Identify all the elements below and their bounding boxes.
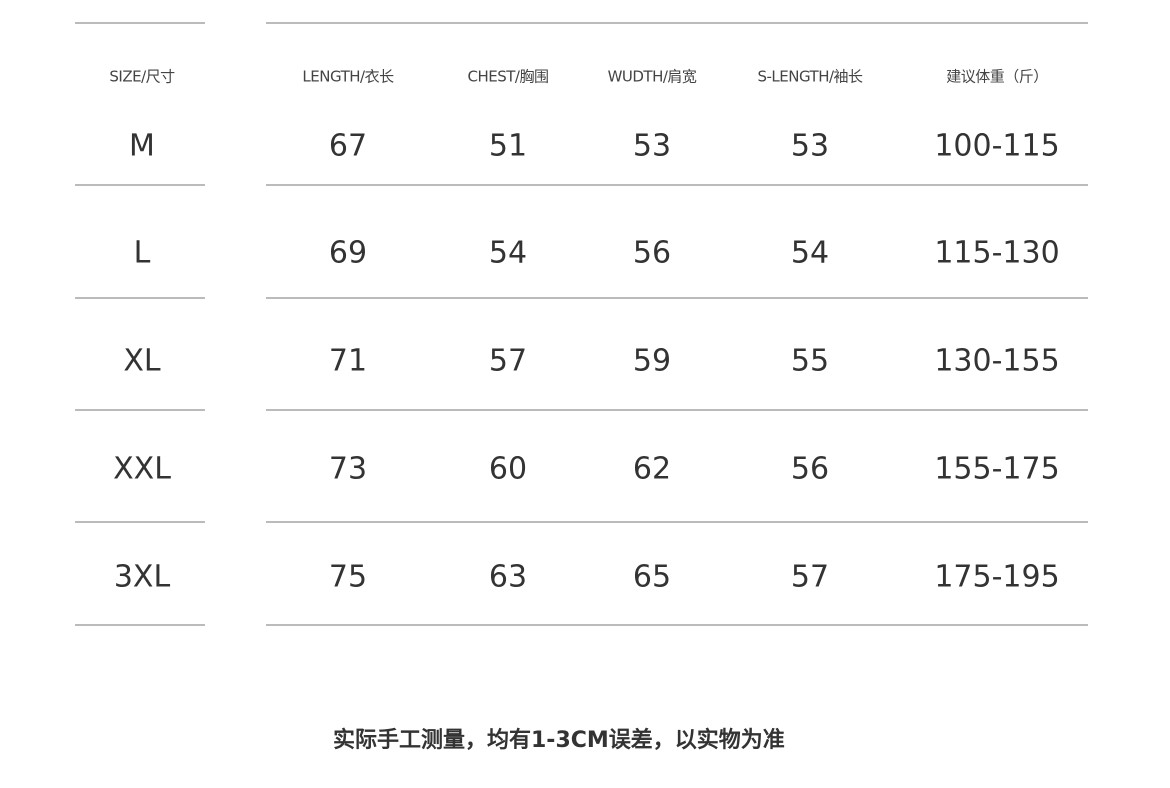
table-cell: 51 (488, 128, 528, 164)
table-cell: 175-195 (934, 559, 1060, 595)
table-cell: 62 (632, 451, 672, 487)
row-divider (75, 184, 205, 186)
table-cell: 67 (328, 128, 368, 164)
size-label: M (129, 128, 155, 164)
table-cell: 73 (328, 451, 368, 487)
table-cell: 100-115 (934, 128, 1060, 164)
size-label: XXL (113, 451, 171, 487)
row-divider (266, 22, 1088, 24)
table-cell: 53 (632, 128, 672, 164)
row-divider (75, 624, 205, 626)
row-divider (75, 297, 205, 299)
row-divider (75, 521, 205, 523)
table-cell: 130-155 (934, 343, 1060, 379)
table-cell: 54 (790, 235, 830, 271)
row-divider (75, 409, 205, 411)
table-cell: 59 (632, 343, 672, 379)
table-cell: 69 (328, 235, 368, 271)
table-cell: 63 (488, 559, 528, 595)
column-header: WUDTH/肩宽 (607, 67, 697, 86)
table-cell: 53 (790, 128, 830, 164)
size-label: L (133, 235, 151, 271)
size-label: 3XL (113, 559, 171, 595)
column-header: S-LENGTH/袖长 (757, 67, 863, 86)
size-label: XL (123, 343, 161, 379)
table-cell: 56 (632, 235, 672, 271)
row-divider (75, 22, 205, 24)
column-header: 建议体重（斤） (946, 67, 1048, 86)
table-cell: 57 (488, 343, 528, 379)
table-cell: 155-175 (934, 451, 1060, 487)
table-cell: 75 (328, 559, 368, 595)
row-divider (266, 624, 1088, 626)
row-divider (266, 184, 1088, 186)
column-header: CHEST/胸围 (467, 67, 549, 86)
table-cell: 65 (632, 559, 672, 595)
table-cell: 71 (328, 343, 368, 379)
table-cell: 55 (790, 343, 830, 379)
table-cell: 57 (790, 559, 830, 595)
column-header: LENGTH/衣长 (302, 67, 394, 86)
table-cell: 60 (488, 451, 528, 487)
row-divider (266, 409, 1088, 411)
column-header: SIZE/尺寸 (109, 67, 175, 86)
row-divider (266, 297, 1088, 299)
table-cell: 115-130 (934, 235, 1060, 271)
measurement-note: 实际手工测量，均有1-3CM误差，以实物为准 (333, 728, 785, 753)
row-divider (266, 521, 1088, 523)
table-cell: 54 (488, 235, 528, 271)
table-cell: 56 (790, 451, 830, 487)
